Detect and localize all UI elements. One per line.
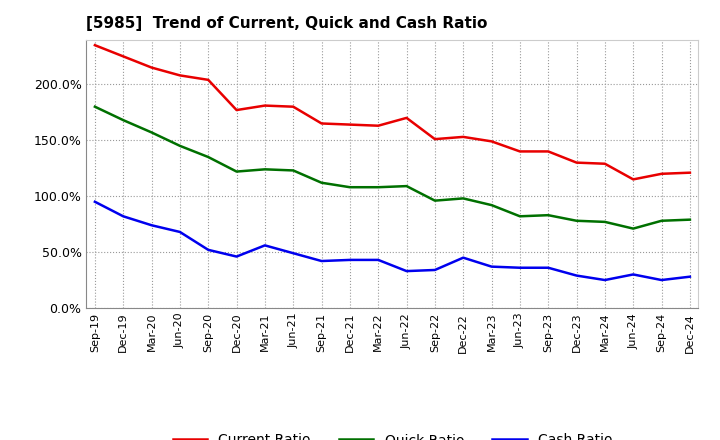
Current Ratio [289, 104, 297, 109]
Cash Ratio [657, 277, 666, 282]
Cash Ratio [487, 264, 496, 269]
Cash Ratio [516, 265, 524, 270]
Current Ratio [176, 73, 184, 78]
Quick Ratio [91, 104, 99, 109]
Quick Ratio [431, 198, 439, 203]
Quick Ratio [629, 226, 637, 231]
Legend: Current Ratio, Quick Ratio, Cash Ratio: Current Ratio, Quick Ratio, Cash Ratio [167, 428, 618, 440]
Quick Ratio [487, 202, 496, 208]
Current Ratio [459, 134, 467, 139]
Quick Ratio [261, 167, 269, 172]
Current Ratio [346, 122, 354, 127]
Cash Ratio [119, 214, 127, 219]
Line: Cash Ratio: Cash Ratio [95, 202, 690, 280]
Current Ratio [431, 136, 439, 142]
Quick Ratio [402, 183, 411, 189]
Current Ratio [685, 170, 694, 175]
Quick Ratio [600, 219, 609, 224]
Current Ratio [204, 77, 212, 82]
Line: Current Ratio: Current Ratio [95, 45, 690, 180]
Current Ratio [629, 177, 637, 182]
Current Ratio [261, 103, 269, 108]
Cash Ratio [204, 247, 212, 253]
Current Ratio [487, 139, 496, 144]
Cash Ratio [91, 199, 99, 205]
Cash Ratio [629, 272, 637, 277]
Current Ratio [657, 171, 666, 176]
Cash Ratio [148, 223, 156, 228]
Cash Ratio [544, 265, 552, 270]
Cash Ratio [431, 268, 439, 273]
Cash Ratio [346, 257, 354, 263]
Current Ratio [318, 121, 326, 126]
Quick Ratio [176, 143, 184, 148]
Cash Ratio [233, 254, 241, 259]
Cash Ratio [289, 250, 297, 256]
Line: Quick Ratio: Quick Ratio [95, 106, 690, 229]
Cash Ratio [374, 257, 382, 263]
Cash Ratio [402, 268, 411, 274]
Cash Ratio [685, 274, 694, 279]
Current Ratio [91, 43, 99, 48]
Cash Ratio [459, 255, 467, 260]
Cash Ratio [318, 258, 326, 264]
Quick Ratio [374, 185, 382, 190]
Quick Ratio [204, 154, 212, 160]
Quick Ratio [318, 180, 326, 185]
Quick Ratio [685, 217, 694, 222]
Current Ratio [119, 54, 127, 59]
Cash Ratio [176, 229, 184, 235]
Quick Ratio [233, 169, 241, 174]
Quick Ratio [119, 117, 127, 123]
Quick Ratio [459, 196, 467, 201]
Current Ratio [148, 65, 156, 70]
Current Ratio [516, 149, 524, 154]
Text: [5985]  Trend of Current, Quick and Cash Ratio: [5985] Trend of Current, Quick and Cash … [86, 16, 487, 32]
Current Ratio [544, 149, 552, 154]
Cash Ratio [261, 243, 269, 248]
Cash Ratio [600, 277, 609, 282]
Quick Ratio [657, 218, 666, 224]
Cash Ratio [572, 273, 581, 278]
Current Ratio [374, 123, 382, 128]
Current Ratio [402, 115, 411, 121]
Quick Ratio [572, 218, 581, 224]
Current Ratio [600, 161, 609, 166]
Quick Ratio [346, 185, 354, 190]
Quick Ratio [516, 214, 524, 219]
Quick Ratio [289, 168, 297, 173]
Quick Ratio [148, 130, 156, 135]
Current Ratio [572, 160, 581, 165]
Quick Ratio [544, 213, 552, 218]
Current Ratio [233, 107, 241, 113]
